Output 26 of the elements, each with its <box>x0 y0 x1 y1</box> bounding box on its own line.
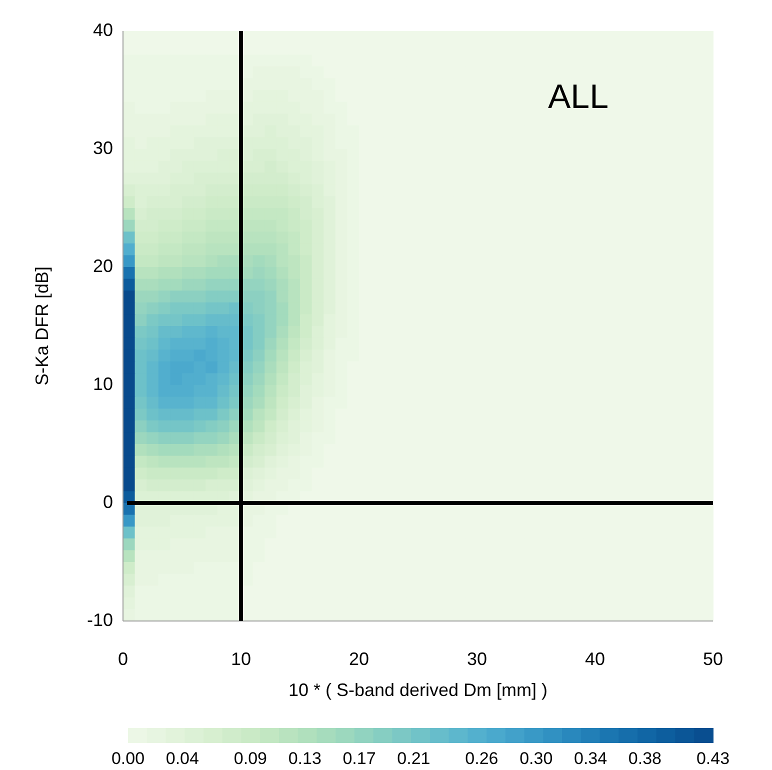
y-tick-label: 20 <box>92 256 113 276</box>
x-tick-label: 40 <box>584 649 606 669</box>
y-tick-label: 30 <box>92 138 113 158</box>
y-tick-label: 40 <box>92 20 113 40</box>
color-bar-label: 0.21 <box>397 749 430 768</box>
x-tick-label: 10 <box>230 649 252 669</box>
y-tick-label: -10 <box>86 610 113 630</box>
color-bar-label: 0.30 <box>520 749 553 768</box>
x-tick-label: 20 <box>348 649 370 669</box>
color-bar-label: 0.26 <box>465 749 498 768</box>
x-tick-label: 30 <box>466 649 488 669</box>
x-tick-label: 50 <box>702 649 724 669</box>
x-tick-label: 0 <box>118 649 128 669</box>
color-bar-label: 0.00 <box>111 749 145 768</box>
color-bar-label: 0.34 <box>574 749 608 768</box>
x-axis-title: 10 * ( S-band derived Dm [mm] ) <box>288 680 548 700</box>
color-bar-label: 0.38 <box>628 749 662 768</box>
color-bar-label: 0.04 <box>166 749 199 768</box>
y-tick-label: 10 <box>92 374 113 394</box>
y-tick-label: 0 <box>102 492 113 512</box>
color-bar-label: 0.13 <box>288 749 322 768</box>
color-bar-label: 0.43 <box>696 749 730 768</box>
color-bar-label: 0.09 <box>234 749 267 768</box>
annotation: ALL <box>548 78 608 116</box>
y-axis-title: S-Ka DFR [dB] <box>32 266 52 386</box>
color-bar-label: 0.17 <box>342 749 376 768</box>
